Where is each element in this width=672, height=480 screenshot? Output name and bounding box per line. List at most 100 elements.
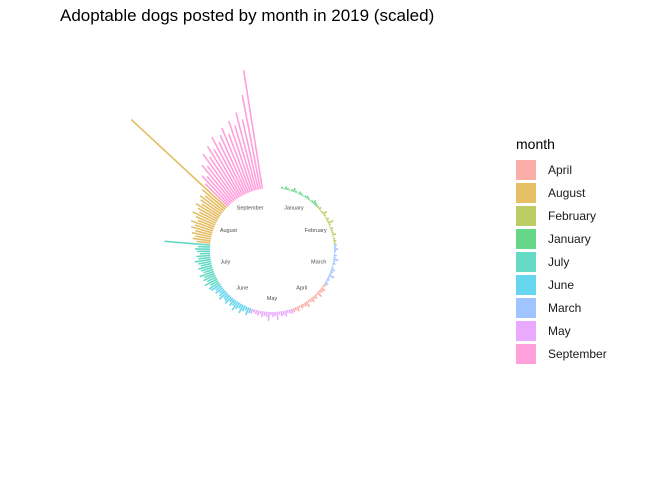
bar-january-2 xyxy=(284,186,288,190)
bar-april-13 xyxy=(303,302,308,307)
legend-key xyxy=(516,251,536,272)
bar-july-6 xyxy=(199,270,215,278)
bar-april-2 xyxy=(320,287,326,292)
bar-february-7 xyxy=(325,217,329,221)
month-label-august: August xyxy=(220,228,238,234)
bar-august-16 xyxy=(199,195,224,214)
bar-march-17 xyxy=(326,278,330,282)
bar-august-13 xyxy=(195,203,220,219)
bar-march-11 xyxy=(331,266,334,269)
bar-june-0 xyxy=(248,307,252,314)
bar-september-2 xyxy=(206,176,232,205)
bar-june-18 xyxy=(215,285,223,291)
bar-september-16 xyxy=(235,112,258,191)
bar-april-7 xyxy=(313,294,318,299)
bar-february-8 xyxy=(326,219,330,223)
bar-april-18 xyxy=(294,307,298,311)
bar-august-4 xyxy=(195,229,213,236)
bar-april-15 xyxy=(300,304,304,309)
bar-september-7 xyxy=(206,145,240,198)
legend-label: September xyxy=(548,346,607,361)
legend-label: February xyxy=(548,208,597,223)
bar-august-1 xyxy=(192,237,211,242)
bar-june-10 xyxy=(229,297,234,303)
bar-march-7 xyxy=(333,258,339,262)
bar-january-3 xyxy=(286,187,290,191)
bar-august-9 xyxy=(195,215,216,226)
bar-february-15 xyxy=(331,233,337,236)
bar-june-6 xyxy=(235,302,241,310)
month-label-september: September xyxy=(237,205,264,211)
bar-may-0 xyxy=(290,308,294,314)
bar-may-4 xyxy=(282,310,285,316)
bar-april-17 xyxy=(296,306,300,312)
bar-september-5 xyxy=(202,153,237,201)
legend-key xyxy=(516,182,536,203)
bar-august-8 xyxy=(197,219,215,228)
bar-september-9 xyxy=(211,136,244,196)
bar-may-14 xyxy=(261,311,264,318)
bar-august-6 xyxy=(194,224,214,232)
bar-february-13 xyxy=(330,229,334,232)
bar-february-6 xyxy=(324,216,327,219)
bar-june-15 xyxy=(218,290,226,297)
bar-september-12 xyxy=(221,127,250,193)
bar-may-1 xyxy=(288,309,292,314)
legend-label: June xyxy=(548,277,575,292)
bar-january-13 xyxy=(305,195,309,199)
bar-january-16 xyxy=(310,200,314,203)
chart-title: Adoptable dogs posted by month in 2019 (… xyxy=(60,6,435,25)
bar-june-4 xyxy=(238,304,244,314)
legend-items: April August February January July June March M… xyxy=(516,158,607,365)
bar-july-13 xyxy=(198,256,211,260)
bar-august-3 xyxy=(191,231,212,238)
legend: month April August February January July June… xyxy=(516,136,607,365)
bar-may-2 xyxy=(286,309,289,314)
bar-september-1 xyxy=(201,175,231,206)
bar-february-9 xyxy=(327,219,334,224)
bar-august-0 xyxy=(196,240,211,244)
bar-february-3 xyxy=(320,210,324,214)
bar-february-14 xyxy=(331,231,334,234)
bar-april-11 xyxy=(307,300,310,303)
bar-january-9 xyxy=(298,191,302,195)
month-label-july: July xyxy=(220,259,230,265)
month-labels-group: January February March April May June July Augu… xyxy=(220,205,327,302)
bar-june-2 xyxy=(244,306,248,311)
bar-april-16 xyxy=(298,305,301,308)
bar-april-4 xyxy=(318,290,322,294)
bar-july-18 xyxy=(198,245,211,248)
bar-september-3 xyxy=(201,164,234,203)
legend-item-september: September xyxy=(516,342,607,365)
bar-february-5 xyxy=(323,214,326,217)
bar-september-15 xyxy=(234,125,256,191)
bar-may-3 xyxy=(284,310,288,317)
bar-september-10 xyxy=(218,141,246,195)
legend-item-june: June xyxy=(516,273,607,296)
bar-september-0 xyxy=(204,183,229,207)
legend-item-march: March xyxy=(516,296,607,319)
bar-june-5 xyxy=(238,303,243,309)
bar-september-14 xyxy=(228,120,254,192)
bar-june-14 xyxy=(218,291,228,300)
month-label-april: April xyxy=(296,286,307,292)
bar-july-5 xyxy=(204,272,215,279)
circular-bar-chart: January February March April May June July Augu… xyxy=(130,70,339,321)
bar-february-1 xyxy=(318,206,322,211)
bar-march-16 xyxy=(327,276,330,279)
month-label-may: May xyxy=(267,296,278,302)
month-label-march: March xyxy=(311,259,326,265)
bar-april-3 xyxy=(319,288,324,293)
bar-august-12 xyxy=(197,207,219,221)
bar-january-12 xyxy=(304,195,307,198)
month-label-january: January xyxy=(284,205,304,211)
bar-september-8 xyxy=(213,149,242,197)
bar-august-10 xyxy=(192,211,217,224)
bar-march-13 xyxy=(329,270,334,274)
bar-june-17 xyxy=(215,287,224,294)
bar-february-0 xyxy=(316,205,320,209)
bar-may-16 xyxy=(256,310,260,316)
bar-july-1 xyxy=(209,280,219,286)
bar-july-3 xyxy=(206,276,217,283)
legend-key xyxy=(516,297,536,318)
